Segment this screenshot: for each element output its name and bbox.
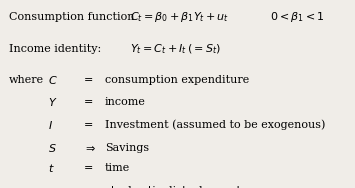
Text: $u$: $u$ <box>48 186 56 188</box>
Text: where: where <box>9 75 44 85</box>
Text: Investment (assumed to be exogenous): Investment (assumed to be exogenous) <box>105 120 325 130</box>
Text: time: time <box>105 163 130 173</box>
Text: =: = <box>83 186 93 188</box>
Text: $Y_t = C_t + I_t\,(= S_t)$: $Y_t = C_t + I_t\,(= S_t)$ <box>130 42 220 56</box>
Text: Income identity:: Income identity: <box>9 44 101 54</box>
Text: $I$: $I$ <box>48 119 53 131</box>
Text: =: = <box>83 163 93 173</box>
Text: Consumption function: Consumption function <box>9 12 135 22</box>
Text: $C_t = \beta_0 + \beta_1 Y_t + u_t$: $C_t = \beta_0 + \beta_1 Y_t + u_t$ <box>130 10 229 24</box>
Text: $C$: $C$ <box>48 74 58 86</box>
Text: $t$: $t$ <box>48 162 55 174</box>
Text: stochastic disturbance term: stochastic disturbance term <box>105 186 263 188</box>
Text: =: = <box>83 97 93 108</box>
Text: Savings: Savings <box>105 143 149 153</box>
Text: $S$: $S$ <box>48 142 57 154</box>
Text: income: income <box>105 97 146 108</box>
Text: $\Rightarrow$: $\Rightarrow$ <box>83 143 96 153</box>
Text: $Y$: $Y$ <box>48 96 58 108</box>
Text: =: = <box>83 75 93 85</box>
Text: =: = <box>83 120 93 130</box>
Text: $0 < \beta_1 < 1$: $0 < \beta_1 < 1$ <box>270 10 324 24</box>
Text: consumption expenditure: consumption expenditure <box>105 75 249 85</box>
